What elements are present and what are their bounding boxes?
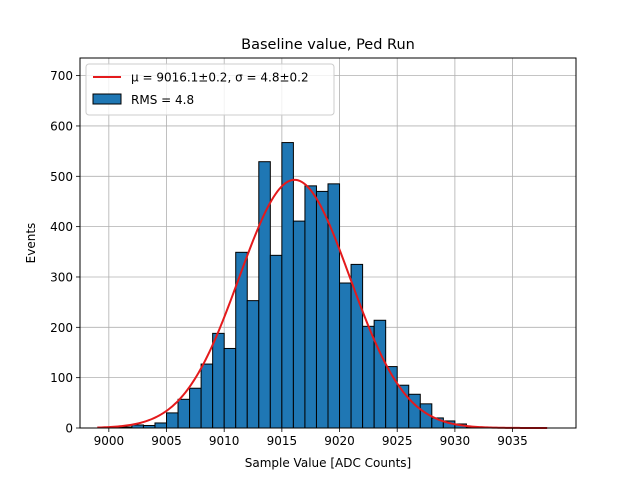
histogram-bar xyxy=(362,325,375,429)
histogram-bar xyxy=(315,190,329,429)
gaussian-fit xyxy=(97,178,548,429)
y-tick-label: 400 xyxy=(50,220,73,234)
histogram-bar xyxy=(223,347,237,429)
x-tick-label: 9000 xyxy=(94,434,125,448)
histogram-bar xyxy=(189,387,202,429)
histogram-bar xyxy=(166,412,179,429)
plot-frame xyxy=(79,57,577,429)
histogram-bar xyxy=(373,319,387,429)
legend-rms-label: RMS = 4.8 xyxy=(131,93,194,107)
y-axis: 0 100 200 300 400 500 600 700 xyxy=(50,69,80,436)
histogram-bar xyxy=(235,251,248,429)
y-tick-label: 700 xyxy=(50,69,73,83)
legend-fit-mu: μ = 9016.1±0.2, xyxy=(131,71,235,85)
y-tick-label: 600 xyxy=(50,119,73,133)
x-tick-label: 9010 xyxy=(209,434,240,448)
x-axis-label: Sample Value [ADC Counts] xyxy=(245,456,411,470)
legend-box xyxy=(85,63,335,116)
x-tick-label: 9015 xyxy=(267,434,298,448)
histogram-bar xyxy=(327,183,341,429)
histogram-bar xyxy=(177,398,191,429)
y-tick-label: 500 xyxy=(50,170,73,184)
histogram-bar xyxy=(304,185,317,429)
histogram-bar xyxy=(269,254,283,429)
histogram-bar xyxy=(258,161,271,429)
x-tick-label: 9020 xyxy=(324,434,355,448)
y-axis-label: Events xyxy=(24,223,38,264)
histogram-bar xyxy=(339,282,352,429)
x-tick-label: 9005 xyxy=(151,434,182,448)
legend-fit-sigma: σ = 4.8±0.2 xyxy=(235,71,309,85)
histogram-bar xyxy=(292,220,306,429)
histogram-bar xyxy=(200,363,214,429)
histogram-bar xyxy=(154,422,168,429)
chart-title: Baseline value, Ped Run xyxy=(241,37,415,53)
legend: μ = 9016.1±0.2, σ = 4.8±0.2 RMS = 4.8 xyxy=(85,63,335,116)
histogram-bar xyxy=(350,263,364,429)
y-tick-label: 0 xyxy=(65,422,73,436)
x-tick-label: 9030 xyxy=(440,434,471,448)
x-tick-label: 9035 xyxy=(497,434,528,448)
fit-curve-line xyxy=(97,178,548,429)
legend-fit-label: μ = 9016.1±0.2, σ = 4.8±0.2 xyxy=(131,71,309,85)
y-tick-label: 100 xyxy=(50,371,73,385)
x-axis: 9000 9005 9010 9015 9020 9025 9030 9035 xyxy=(94,428,528,448)
y-tick-label: 200 xyxy=(50,321,73,335)
y-tick-label: 300 xyxy=(50,270,73,284)
histogram-bar xyxy=(246,300,260,429)
x-tick-label: 9025 xyxy=(382,434,413,448)
histogram-bar xyxy=(212,332,225,429)
legend-rms-swatch xyxy=(92,93,122,105)
